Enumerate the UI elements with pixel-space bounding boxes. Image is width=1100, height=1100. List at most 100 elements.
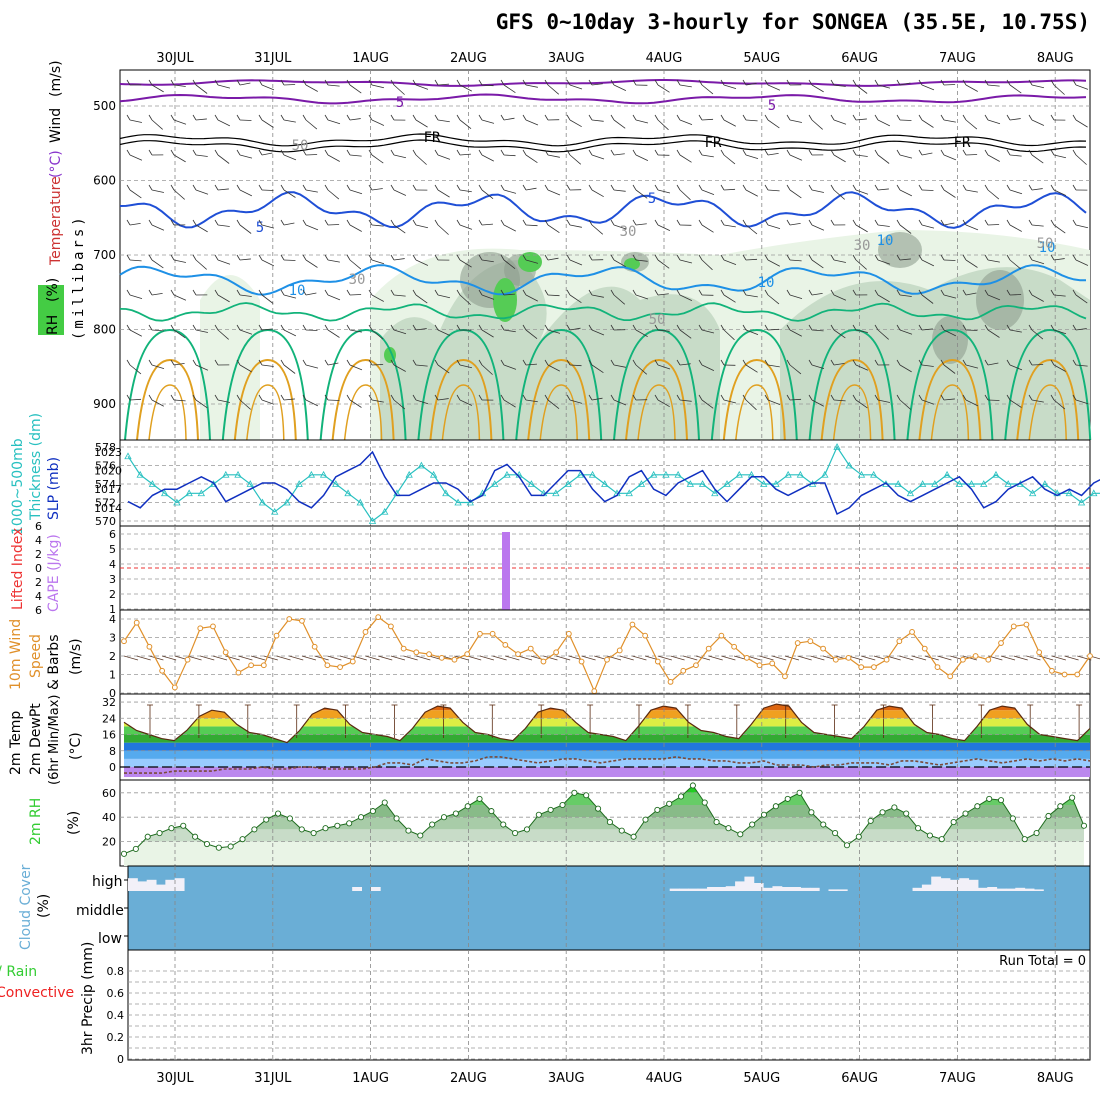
wind-barb [151, 224, 165, 231]
wind-marker [832, 656, 839, 663]
wind-barb-flag [720, 359, 725, 366]
wind-barb-flag [940, 324, 945, 331]
contour-label: FR [705, 135, 722, 151]
cloud-bars [128, 876, 1044, 891]
wind-barb-flag [742, 184, 747, 191]
cloud-bar [753, 883, 764, 891]
wind-barb [217, 119, 231, 127]
wind-barb-flag [478, 79, 483, 86]
wind-barb-flag [500, 79, 505, 86]
wind-barbs [126, 79, 1089, 411]
thickness-marker [906, 489, 915, 497]
wind-barb-flag [522, 184, 527, 191]
wind-barb [1031, 294, 1044, 302]
wind-barb [305, 399, 319, 407]
wind-barb-flag [302, 289, 307, 296]
wind-barb [261, 224, 275, 229]
wind-barb [613, 119, 626, 129]
wind-barb-flag [874, 394, 879, 401]
wind-barb-flag [214, 114, 219, 121]
wind-barb [393, 154, 407, 159]
wind-barb [261, 152, 273, 156]
wind-barb [921, 328, 933, 331]
wind-barb-flag [984, 254, 989, 261]
wind-barb-flag [302, 359, 307, 366]
wind-barb-flag [1028, 324, 1033, 331]
wind-barb [371, 119, 385, 126]
wind-barb [371, 294, 384, 302]
wind-barb-flag [940, 184, 945, 191]
ylabel-lifted-index: Lifted Index [10, 528, 26, 610]
wind-barb-flag [236, 219, 241, 226]
contour-20 [722, 358, 786, 441]
wind-barb [349, 259, 362, 270]
thickness-marker [967, 480, 976, 487]
tick-label: 600 [93, 174, 116, 188]
date-label-top: 8AUG [1037, 51, 1074, 66]
temperature-contours: 5 5 FR FR FR 5 5 10 10 10 10 30 30 30 50 50 50 [119, 79, 1092, 441]
wind-barb-flag [698, 254, 703, 261]
wind-barb-flag [632, 114, 637, 121]
rh-marker [666, 800, 673, 807]
wind-barb-flag [676, 359, 681, 366]
wind-barb-flag [962, 359, 967, 366]
wind-barb-flag [1006, 324, 1011, 331]
wind-barb [459, 364, 473, 369]
wind-barb-flag [632, 359, 637, 366]
rh-marker [535, 811, 542, 818]
wind-barb [217, 399, 230, 403]
wind-barb-flag [544, 114, 549, 121]
wind-barb [327, 84, 340, 87]
wind-barb [525, 187, 537, 191]
wind-barb [1075, 364, 1088, 367]
wind-barb-flag [654, 394, 659, 401]
wind-marker [845, 654, 852, 661]
wind-barb-flag [280, 114, 285, 121]
wind-barb-flag [412, 79, 417, 86]
tick-label: 16 [102, 729, 116, 742]
wind-barb-flag [676, 79, 681, 86]
contour-20 [918, 358, 982, 441]
wind-barb-flag [478, 324, 483, 331]
rh-marker [677, 793, 685, 800]
wind-barb-flag [434, 289, 439, 296]
thickness-marker [173, 498, 181, 506]
wind-barb-flag [984, 184, 989, 191]
wind-barb-flag [566, 79, 571, 86]
wind-barb-flag [676, 289, 681, 296]
cloud-bar [669, 888, 680, 891]
tick-label: 2 [109, 650, 116, 663]
thickness-marker [222, 470, 230, 478]
thickness-marker [1065, 489, 1073, 497]
wind-barb [569, 224, 582, 228]
thickness-marker [980, 480, 988, 487]
wind-barb [569, 154, 582, 165]
wind-barb [525, 399, 538, 403]
thickness-marker [295, 480, 303, 487]
cloud-bar [940, 878, 951, 891]
wind-barb [327, 655, 342, 661]
wind-barb-flag [808, 254, 813, 261]
wind-barb [613, 153, 625, 156]
rh-marker [251, 826, 258, 833]
wind-barb-flag [698, 359, 703, 366]
wind-barb [129, 259, 142, 262]
date-label-top: 4AUG [646, 51, 683, 66]
wind-barb [481, 223, 493, 226]
wind-barb [525, 259, 539, 264]
wind-barb [173, 294, 187, 301]
contour-25 [246, 384, 285, 441]
wind-barb-flag [456, 324, 461, 331]
wind-barb-flag [214, 254, 219, 261]
wind-barb [877, 188, 889, 191]
wind-barb-flag [830, 324, 835, 331]
wind-barb-flag [500, 359, 505, 366]
wind-barb [505, 655, 520, 661]
wind-barb-flag [566, 149, 571, 156]
wind-barb-flag [544, 254, 549, 261]
thickness-marker [784, 470, 792, 478]
wind-marker [909, 629, 915, 635]
wind-barb-flag [478, 254, 483, 261]
wind-barb-flag [720, 184, 725, 191]
thickness-marker [992, 470, 1000, 478]
